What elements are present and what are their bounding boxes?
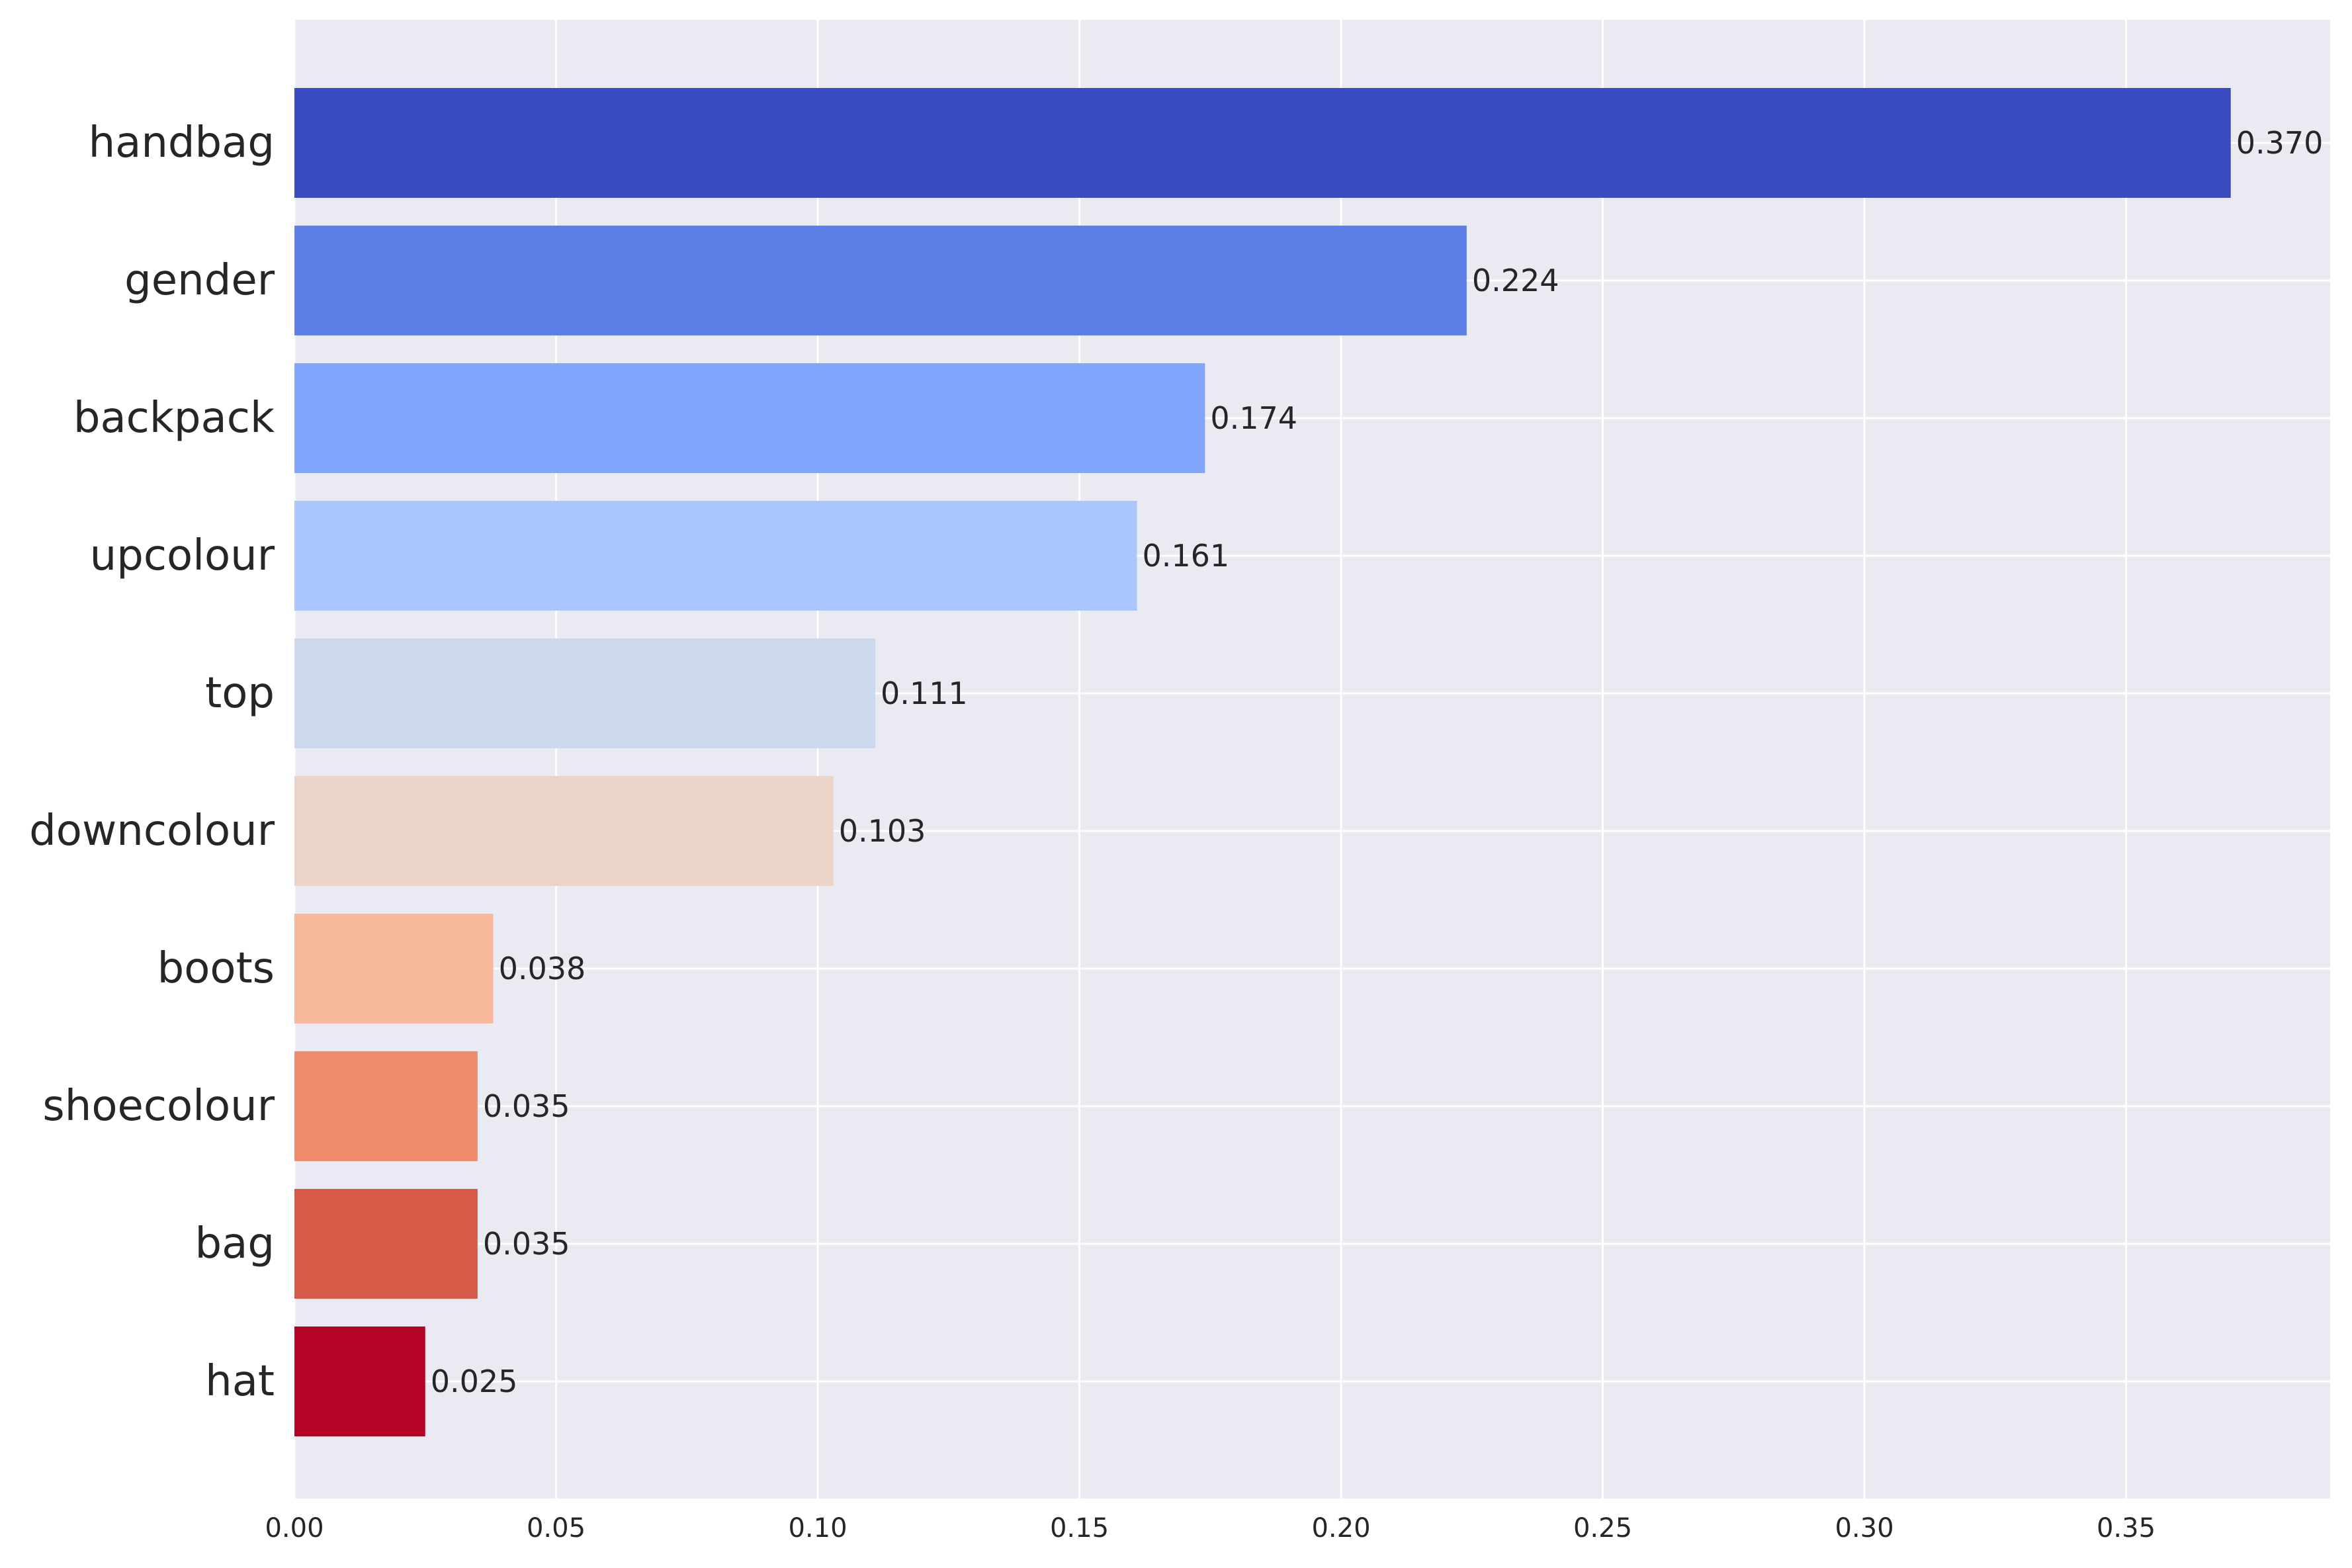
bar-shoecolour bbox=[294, 1051, 478, 1161]
bar-top bbox=[294, 638, 876, 748]
x-tick-label: 0.10 bbox=[788, 1513, 847, 1544]
bar-downcolour bbox=[294, 776, 834, 886]
bar-bag bbox=[294, 1189, 478, 1299]
category-label-downcolour: downcolour bbox=[29, 806, 275, 855]
category-label-bag: bag bbox=[195, 1219, 275, 1268]
value-labels: 0.370 0.224 0.174 0.161 0.111 0.103 0.038 0.035… bbox=[431, 125, 2324, 1399]
category-label-gender: gender bbox=[124, 256, 275, 305]
bar-hat bbox=[294, 1327, 425, 1436]
x-tick-label: 0.25 bbox=[1573, 1513, 1632, 1544]
bar-backpack bbox=[294, 363, 1205, 473]
category-labels: handbag gender backpack upcolour top downcolo… bbox=[29, 118, 275, 1406]
bar-gender bbox=[294, 226, 1467, 335]
x-tick-label: 0.35 bbox=[2097, 1513, 2156, 1544]
x-tick-label: 0.20 bbox=[1311, 1513, 1370, 1544]
x-tick-label: 0.15 bbox=[1050, 1513, 1109, 1544]
value-label-shoecolour: 0.035 bbox=[483, 1088, 570, 1124]
value-label-upcolour: 0.161 bbox=[1143, 538, 1230, 574]
value-label-downcolour: 0.103 bbox=[839, 813, 926, 849]
value-label-top: 0.111 bbox=[881, 675, 968, 711]
x-tick-label: 0.00 bbox=[265, 1513, 324, 1544]
category-label-hat: hat bbox=[205, 1357, 275, 1406]
bar-boots bbox=[294, 914, 494, 1024]
category-label-boots: boots bbox=[157, 944, 275, 993]
category-label-backpack: backpack bbox=[73, 394, 275, 443]
value-label-gender: 0.224 bbox=[1472, 263, 1559, 298]
x-tick-label: 0.30 bbox=[1835, 1513, 1894, 1544]
x-tick-labels: 0.00 0.05 0.10 0.15 0.20 0.25 0.30 0.35 bbox=[265, 1513, 2156, 1544]
bar-upcolour bbox=[294, 501, 1137, 611]
value-label-bag: 0.035 bbox=[483, 1226, 570, 1262]
category-label-upcolour: upcolour bbox=[90, 531, 275, 580]
category-label-top: top bbox=[205, 669, 275, 718]
value-label-handbag: 0.370 bbox=[2236, 125, 2324, 161]
bar-handbag bbox=[294, 88, 2231, 198]
value-label-hat: 0.025 bbox=[431, 1364, 518, 1399]
x-tick-label: 0.05 bbox=[527, 1513, 586, 1544]
value-label-backpack: 0.174 bbox=[1210, 400, 1297, 436]
value-label-boots: 0.038 bbox=[499, 951, 586, 986]
category-label-shoecolour: shoecolour bbox=[42, 1082, 275, 1131]
bars bbox=[294, 88, 2231, 1436]
category-label-handbag: handbag bbox=[89, 118, 275, 167]
